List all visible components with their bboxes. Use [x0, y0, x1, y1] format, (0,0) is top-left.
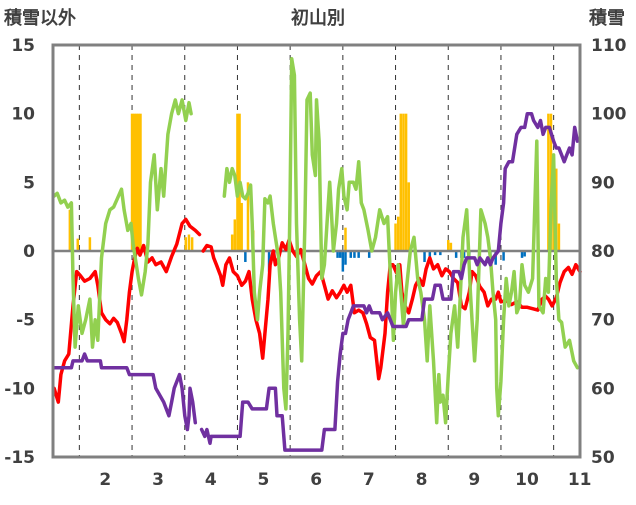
bar — [367, 251, 371, 258]
line-series — [52, 56, 582, 452]
bar — [246, 182, 250, 251]
bar — [557, 223, 561, 251]
bar — [407, 182, 410, 251]
bar — [139, 113, 142, 252]
bar — [336, 251, 339, 258]
plot-frame — [51, 43, 582, 459]
bar — [76, 238, 80, 251]
bar — [462, 251, 466, 258]
bar — [547, 113, 550, 252]
series-line — [222, 56, 580, 425]
bar — [68, 209, 72, 251]
y-tick-label-left: -5 — [16, 311, 35, 331]
y-tick-label-left: 0 — [23, 242, 35, 262]
bar — [396, 216, 400, 251]
x-tick-label: 9 — [468, 470, 480, 490]
bar — [353, 251, 356, 258]
bar — [394, 223, 397, 251]
x-tick-label: 8 — [416, 470, 428, 490]
bar — [423, 251, 426, 262]
x-tick-label: 7 — [363, 470, 375, 490]
x-tick-label: 5 — [258, 470, 270, 490]
bar — [399, 113, 403, 252]
bar — [130, 113, 134, 252]
bar — [523, 251, 526, 257]
chart-title: 初山別 — [291, 7, 345, 29]
y-tick-label-right: 50 — [591, 448, 615, 468]
right-axis-label: 積雪 — [588, 7, 625, 29]
y-tick-label-right: 70 — [591, 311, 615, 331]
y-tick-label-right: 90 — [591, 173, 615, 193]
x-tick-label: 2 — [99, 470, 111, 490]
bar — [402, 113, 405, 252]
x-tick-label: 3 — [152, 470, 164, 490]
bar — [132, 113, 136, 252]
bar — [349, 251, 353, 258]
bar — [190, 237, 194, 251]
bar — [433, 251, 437, 256]
bar — [88, 237, 92, 251]
bar — [404, 113, 408, 252]
bar — [502, 251, 505, 261]
bar — [357, 251, 360, 258]
bar — [454, 251, 458, 258]
series-line — [52, 217, 202, 404]
y-tick-label-left: -15 — [4, 448, 35, 468]
bar — [344, 227, 347, 251]
y-tick-label-left: 5 — [23, 173, 35, 193]
bar — [230, 234, 234, 251]
bar — [439, 251, 442, 256]
bar — [267, 251, 271, 272]
right-tick-labels: 110 100 90 80 70 60 50 — [591, 36, 627, 468]
y-tick-label-right: 60 — [591, 379, 615, 399]
bar — [494, 251, 497, 265]
y-tick-label-left: -10 — [4, 379, 35, 399]
left-axis-label: 積雪以外 — [3, 7, 76, 29]
bar — [344, 251, 347, 265]
x-tick-labels: 2 3 4 5 6 7 8 9 10 11 — [99, 470, 591, 490]
y-tick-label-right: 80 — [591, 242, 615, 262]
bar — [187, 234, 191, 251]
bar — [137, 113, 140, 252]
series-line — [52, 98, 193, 349]
x-tick-label: 4 — [205, 470, 217, 490]
bar — [338, 251, 342, 258]
bar — [244, 251, 247, 262]
series-line — [199, 111, 580, 452]
bar — [520, 251, 524, 258]
bar — [135, 113, 138, 252]
y-tick-label-left: 15 — [11, 36, 35, 56]
y-tick-label-right: 100 — [591, 105, 627, 125]
x-tick-label: 6 — [310, 470, 322, 490]
x-tick-label: 10 — [515, 470, 539, 490]
y-tick-label-left: 10 — [11, 105, 35, 125]
bar — [240, 202, 243, 251]
bar — [447, 240, 450, 251]
left-tick-labels: 15 10 5 0 -5 -10 -15 — [4, 36, 35, 468]
x-tick-label: 11 — [568, 470, 592, 490]
series-line — [52, 352, 198, 432]
bar — [449, 242, 453, 251]
bar — [233, 219, 237, 251]
bar — [341, 251, 345, 272]
bar — [236, 113, 239, 252]
bar — [184, 237, 188, 251]
y-tick-label-right: 110 — [591, 36, 627, 56]
